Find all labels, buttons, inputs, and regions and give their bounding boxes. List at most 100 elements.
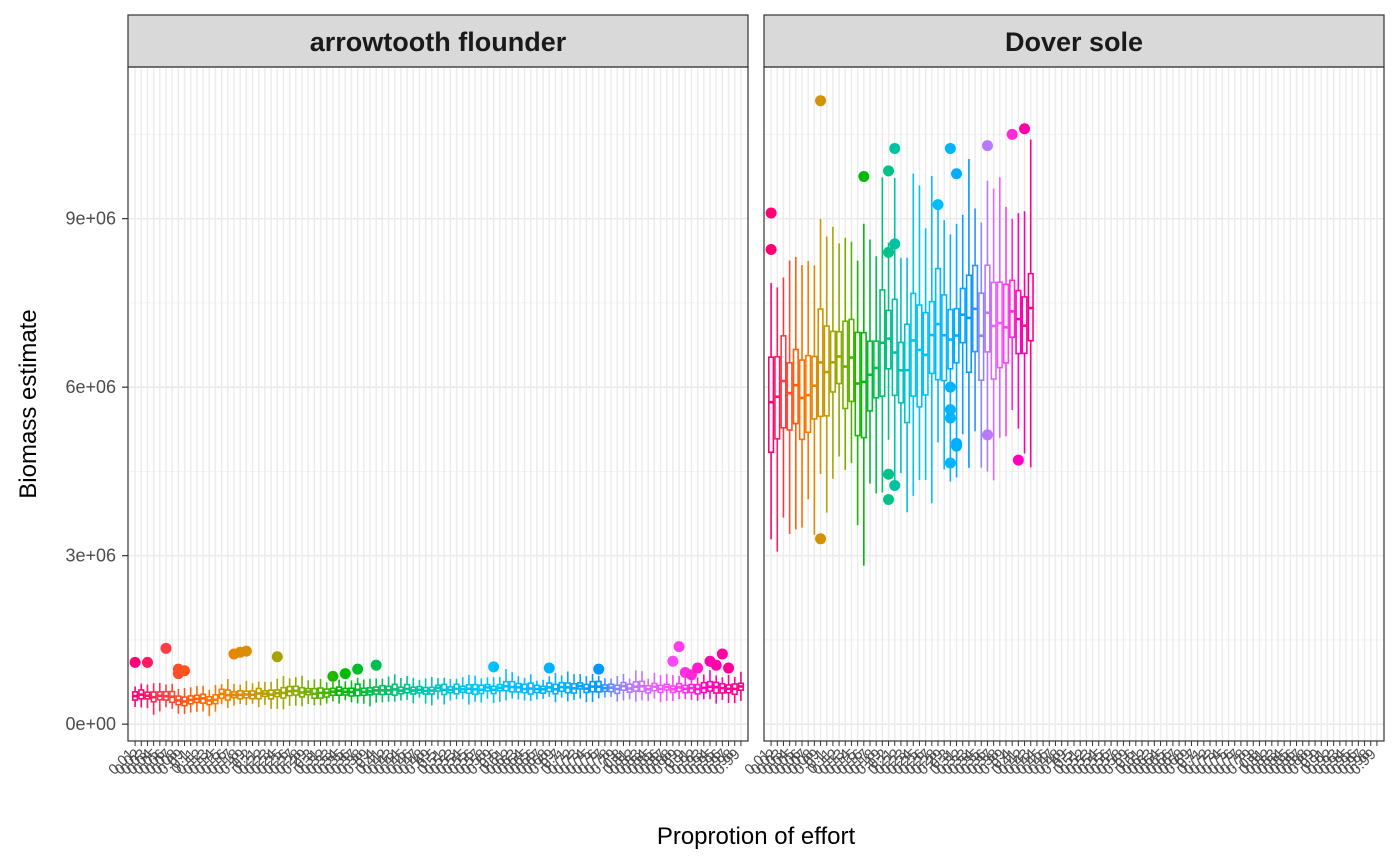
box-88 <box>669 675 677 702</box>
box-87 <box>663 673 670 702</box>
box-27 <box>292 677 299 706</box>
outlier-point <box>129 656 141 668</box>
box-25 <box>916 185 923 481</box>
box-36 <box>348 680 355 703</box>
box-79 <box>614 675 621 702</box>
box-iqr <box>873 340 880 399</box>
box-46 <box>410 677 417 704</box>
box-57 <box>478 678 485 703</box>
box-63 <box>515 676 522 700</box>
outlier-point <box>673 641 685 653</box>
outlier-point <box>944 412 956 424</box>
box-14 <box>848 241 855 464</box>
outlier-point <box>944 457 956 469</box>
box-56 <box>471 675 479 702</box>
outlier-point <box>1006 128 1018 140</box>
outlier-point <box>889 479 901 491</box>
box-6 <box>798 265 806 528</box>
box-97 <box>725 674 732 704</box>
box-76 <box>595 675 602 699</box>
box-54 <box>459 677 466 700</box>
box-3 <box>780 277 787 518</box>
box-85 <box>651 672 658 699</box>
box-23 <box>903 257 911 513</box>
outlier-point <box>932 199 944 211</box>
box-42 <box>1021 211 1028 454</box>
box-14 <box>212 684 219 712</box>
panel-marks <box>765 95 1034 566</box>
box-1 <box>767 282 775 540</box>
box-iqr <box>891 298 898 397</box>
box-41 <box>379 678 386 703</box>
outlier-point <box>858 171 870 183</box>
outlier-point <box>352 663 364 675</box>
outlier-point <box>716 648 728 660</box>
box-98 <box>731 676 738 704</box>
outlier-point <box>271 651 283 663</box>
box-66 <box>533 680 541 700</box>
box-28 <box>934 208 942 443</box>
x-axis-ticks: 0.010.020.030.040.050.060.070.080.090.10… <box>105 741 744 778</box>
box-93 <box>700 674 707 700</box>
box-6 <box>162 684 170 708</box>
box-24 <box>274 678 281 709</box>
box-iqr <box>928 300 935 375</box>
box-7 <box>169 683 176 709</box>
box-58 <box>484 677 491 699</box>
outlier-point <box>1019 123 1031 135</box>
box-78 <box>607 678 615 697</box>
outlier-point <box>815 95 827 107</box>
outlier-point <box>883 246 895 258</box>
box-iqr <box>916 304 923 408</box>
outlier-point <box>593 663 605 675</box>
box-16 <box>860 223 867 566</box>
box-44 <box>397 677 405 701</box>
box-69 <box>552 673 559 703</box>
outlier-point <box>883 493 895 505</box>
box-62 <box>509 672 516 699</box>
box-22 <box>261 681 269 705</box>
box-50 <box>434 678 442 700</box>
box-15 <box>854 260 861 526</box>
box-48 <box>422 678 429 704</box>
box-26 <box>286 678 293 706</box>
x-axis-ticks: 0.010.020.030.040.050.060.070.080.090.10… <box>741 741 1380 778</box>
box-38 <box>996 177 1003 438</box>
outlier-point <box>765 244 777 256</box>
box-18 <box>873 256 880 494</box>
outlier-point <box>710 659 722 671</box>
outlier-point <box>889 142 901 154</box>
box-38 <box>360 679 367 704</box>
outlier-point <box>889 238 901 250</box>
box-74 <box>583 676 590 703</box>
box-83 <box>638 671 646 701</box>
box-iqr <box>1009 279 1016 339</box>
box-82 <box>632 670 639 702</box>
box-39 <box>1002 206 1010 437</box>
box-8 <box>175 688 182 714</box>
box-23 <box>267 681 275 709</box>
box-iqr <box>848 318 855 403</box>
outlier-point <box>765 207 777 219</box>
outlier-point <box>944 142 956 154</box>
box-36 <box>984 180 991 472</box>
box-61 <box>502 669 510 701</box>
outlier-point <box>327 670 339 682</box>
box-37 <box>354 677 361 704</box>
box-2 <box>774 287 781 552</box>
box-2 <box>138 683 145 708</box>
box-49 <box>428 676 435 706</box>
box-64 <box>521 677 528 701</box>
outlier-point <box>815 533 827 545</box>
box-3 <box>144 684 151 709</box>
box-43 <box>1027 139 1034 468</box>
outlier-point <box>723 662 735 674</box>
box-iqr <box>903 323 911 424</box>
box-70 <box>558 675 565 698</box>
box-40 <box>1009 218 1016 411</box>
box-iqr <box>786 362 793 431</box>
box-73 <box>577 674 584 699</box>
box-35 <box>978 222 985 468</box>
box-96 <box>719 677 726 700</box>
box-31 <box>953 223 960 478</box>
